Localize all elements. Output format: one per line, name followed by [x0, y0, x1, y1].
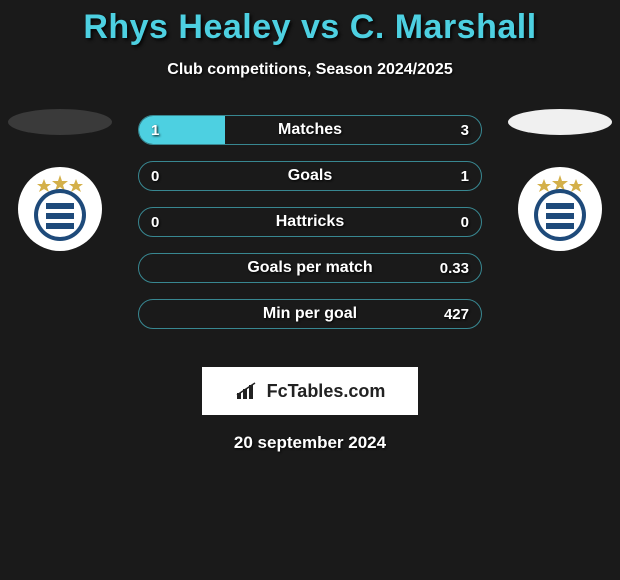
player-right-column	[500, 115, 620, 251]
stat-bar: Min per goal 427	[138, 299, 482, 329]
stat-label: Goals per match	[139, 254, 481, 282]
stat-bar: 0 Goals 1	[138, 161, 482, 191]
stat-bar-right-fill	[225, 116, 482, 144]
stat-value-right: 0	[461, 208, 469, 236]
brand-box: FcTables.com	[202, 367, 418, 415]
stat-bar: Goals per match 0.33	[138, 253, 482, 283]
stat-value-right: 0.33	[440, 254, 469, 282]
stat-value-left: 0	[151, 208, 159, 236]
brand-chart-icon	[235, 381, 261, 401]
stat-bar: 1 Matches 3	[138, 115, 482, 145]
stat-label: Min per goal	[139, 300, 481, 328]
stats-column: 1 Matches 3 0 Goals 1 0 Hattricks 0 Goal…	[138, 115, 482, 345]
stat-bar-right-fill	[139, 162, 481, 190]
player-right-club-badge-icon	[518, 167, 602, 251]
page-title: Rhys Healey vs C. Marshall	[0, 0, 620, 47]
stat-bar: 0 Hattricks 0	[138, 207, 482, 237]
subtitle: Club competitions, Season 2024/2025	[0, 61, 620, 79]
brand-text: FcTables.com	[267, 381, 386, 402]
player-left-flag-icon	[8, 109, 112, 135]
player-right-flag-icon	[508, 109, 612, 135]
stat-bar-left-fill	[139, 116, 225, 144]
stat-label: Hattricks	[139, 208, 481, 236]
stat-value-right: 427	[444, 300, 469, 328]
player-left-column	[0, 115, 120, 251]
date-text: 20 september 2024	[0, 433, 620, 453]
comparison-area: 1 Matches 3 0 Goals 1 0 Hattricks 0 Goal…	[0, 115, 620, 355]
player-left-club-badge-icon	[18, 167, 102, 251]
